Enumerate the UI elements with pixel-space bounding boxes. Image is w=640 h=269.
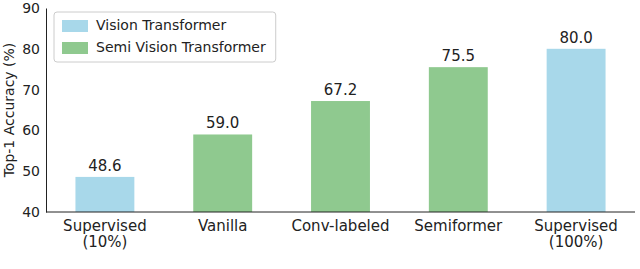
x-tick-label: Conv-labeled bbox=[291, 217, 389, 235]
data-label: 80.0 bbox=[559, 29, 592, 47]
data-label: 48.6 bbox=[88, 157, 121, 175]
legend-swatch bbox=[62, 20, 88, 32]
x-axis-line bbox=[46, 212, 635, 213]
data-labels: 48.6 80.0 59.0 67.2 75.5 bbox=[88, 29, 593, 175]
legend: Vision Transformer Semi Vision Transforme… bbox=[54, 12, 276, 62]
y-tick: 60 bbox=[22, 122, 46, 138]
chart: 48.6 80.0 59.0 67.2 75.5 40 50 60 70 80 90 Supervis… bbox=[0, 0, 640, 269]
bar bbox=[311, 101, 370, 212]
bar bbox=[75, 177, 134, 212]
legend-swatch bbox=[62, 42, 88, 54]
x-tick: Conv-labeled bbox=[291, 212, 389, 235]
x-tick-label: Semiformer bbox=[414, 217, 503, 235]
x-tick: Supervised(100%) bbox=[534, 212, 618, 251]
y-axis: 40 50 60 70 80 90 bbox=[22, 0, 46, 220]
y-tick-label: 40 bbox=[22, 204, 40, 220]
bar bbox=[429, 67, 488, 212]
y-tick-label: 90 bbox=[22, 0, 40, 16]
data-label: 59.0 bbox=[206, 114, 239, 132]
x-tick-label: Supervised(100%) bbox=[534, 217, 618, 252]
x-tick-label: Vanilla bbox=[198, 217, 248, 235]
x-tick-label: Supervised(10%) bbox=[63, 217, 147, 252]
data-label: 67.2 bbox=[324, 81, 357, 99]
x-tick: Supervised(10%) bbox=[63, 212, 147, 251]
y-tick-label: 50 bbox=[22, 163, 40, 179]
x-axis: Supervised(10%) Vanilla Conv-labeled Semifo… bbox=[46, 212, 635, 251]
legend-label: Vision Transformer bbox=[96, 17, 226, 33]
y-axis-title: Top-1 Accuracy (%) bbox=[1, 43, 17, 179]
y-tick-label: 80 bbox=[22, 41, 40, 57]
bar bbox=[547, 49, 606, 212]
y-tick-label: 70 bbox=[22, 82, 40, 98]
y-axis-line bbox=[46, 9, 47, 213]
y-tick: 40 bbox=[22, 204, 46, 220]
y-tick: 80 bbox=[22, 41, 46, 57]
x-tick: Semiformer bbox=[414, 212, 503, 235]
x-tick: Vanilla bbox=[198, 212, 248, 235]
legend-label: Semi Vision Transformer bbox=[96, 39, 266, 55]
y-tick: 50 bbox=[22, 163, 46, 179]
y-tick: 90 bbox=[22, 0, 46, 16]
y-tick-label: 60 bbox=[22, 122, 40, 138]
bar bbox=[193, 134, 252, 212]
y-tick: 70 bbox=[22, 82, 46, 98]
legend-frame bbox=[54, 12, 276, 62]
data-label: 75.5 bbox=[442, 47, 475, 65]
bars bbox=[75, 49, 605, 212]
